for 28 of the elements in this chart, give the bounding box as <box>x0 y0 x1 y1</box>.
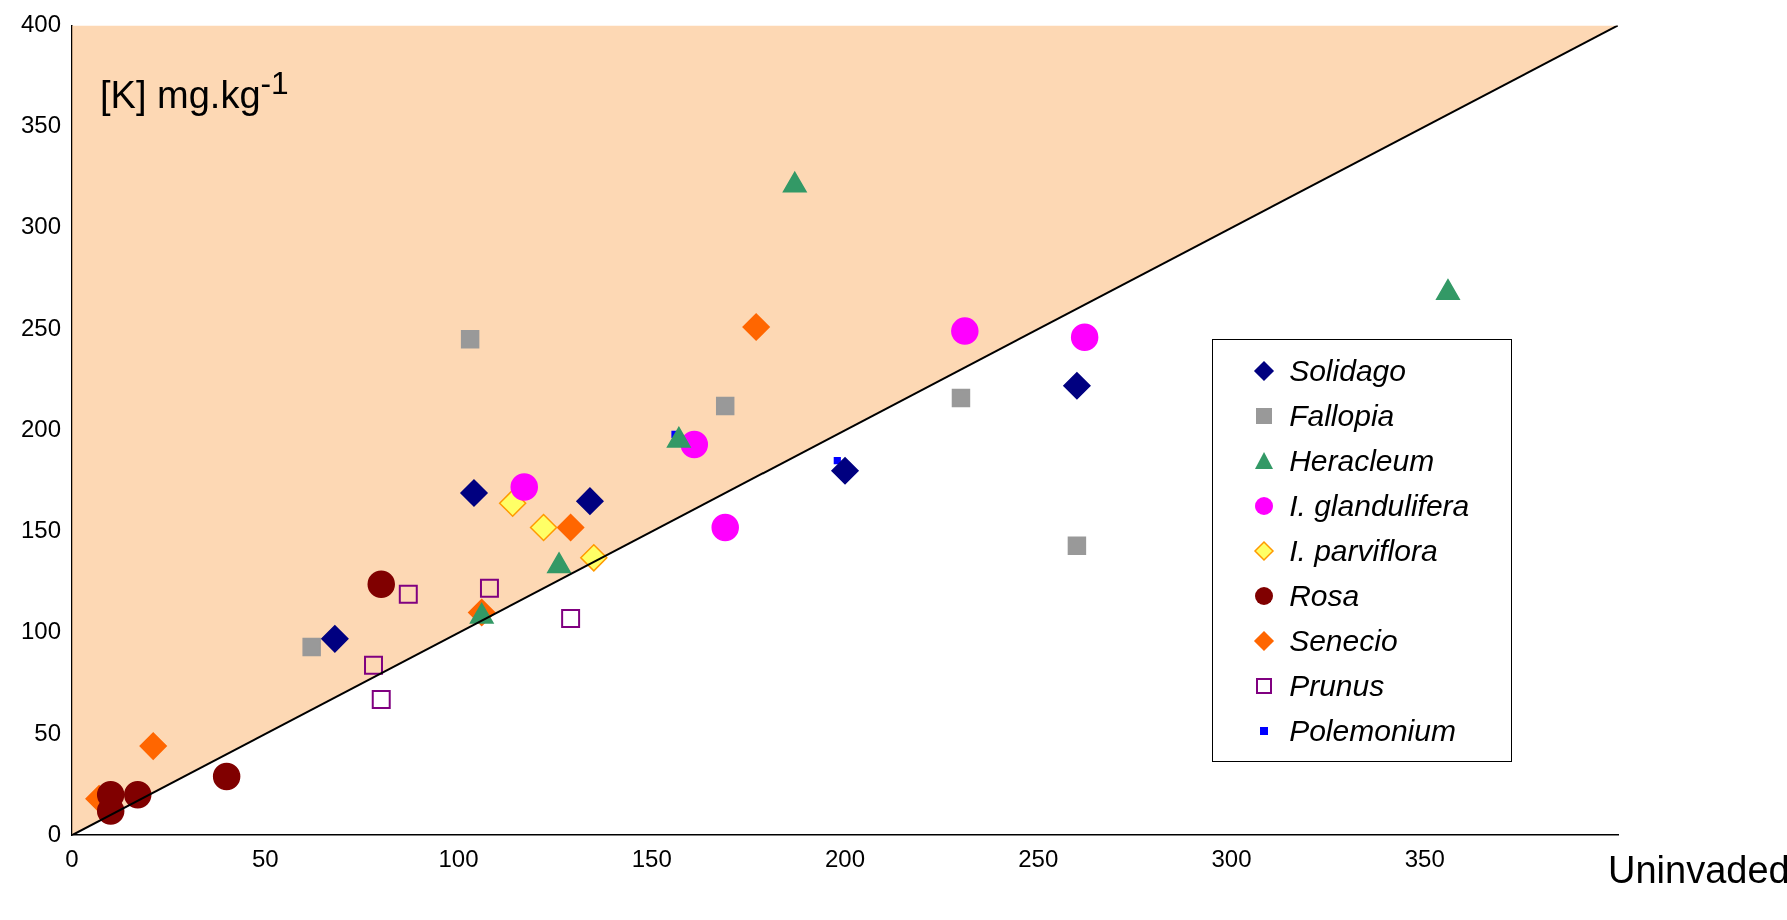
legend-label: Polemonium <box>1289 713 1456 748</box>
y-tick-label: 200 <box>21 414 62 442</box>
y-tick-label: 350 <box>21 111 62 139</box>
x-tick-label: 300 <box>1211 845 1252 873</box>
x-tick-label: 150 <box>631 845 672 873</box>
legend-label: Fallopia <box>1289 398 1395 433</box>
y-tick-label: 50 <box>34 718 62 746</box>
legend-label: Prunus <box>1289 668 1385 703</box>
x-tick-label: 0 <box>65 845 79 873</box>
y-tick-label: 300 <box>21 212 62 240</box>
y-tick-label: 0 <box>47 819 62 847</box>
legend-label: Rosa <box>1289 578 1360 613</box>
y-tick-label: 250 <box>21 313 62 341</box>
y-tick-label: 400 <box>21 10 62 38</box>
legend-label: Heracleum <box>1289 443 1435 478</box>
x-tick-label: 50 <box>251 845 279 873</box>
legend-label: Solidago <box>1289 353 1406 388</box>
x-tick-label: 200 <box>825 845 866 873</box>
x-axis-title: Uninvaded <box>1608 849 1787 893</box>
legend-label: I. glandulifera <box>1289 488 1470 523</box>
legend-label: I. parviflora <box>1289 533 1438 568</box>
annotation: [K] mg.kg$^{-1}$ <box>100 65 289 118</box>
y-tick-label: 150 <box>21 516 62 544</box>
x-tick-label: 250 <box>1018 845 1059 873</box>
x-tick-label: 100 <box>438 845 479 873</box>
legend-label: Senecio <box>1289 623 1398 658</box>
x-tick-label: 350 <box>1404 845 1445 873</box>
y-tick-label: 100 <box>21 617 62 645</box>
